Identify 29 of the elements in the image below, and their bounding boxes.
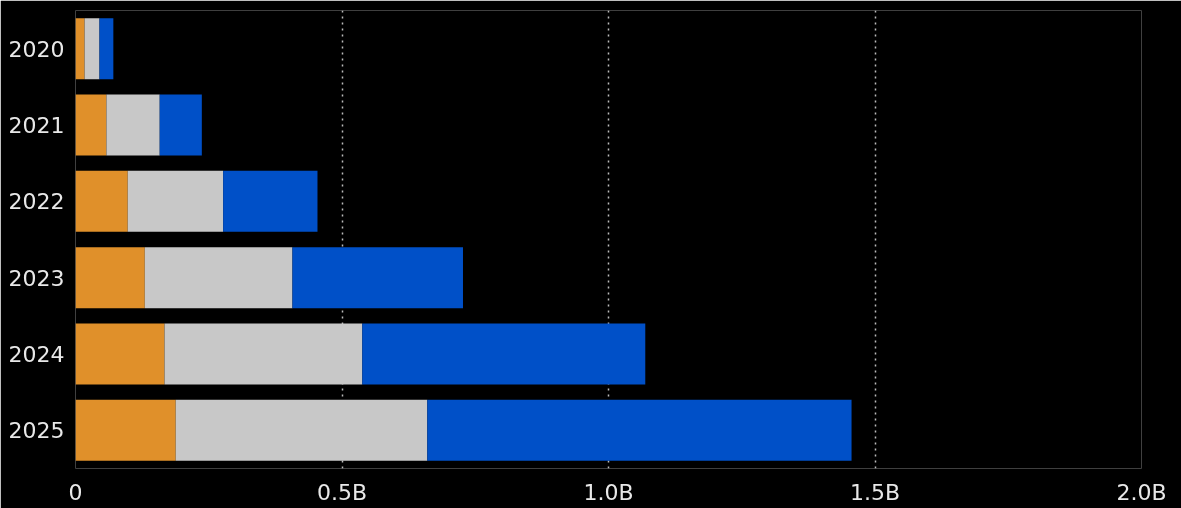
bar xyxy=(75,18,85,80)
x-tick-label: 1.5B xyxy=(849,479,901,505)
y-tick-label: 2022 xyxy=(8,189,65,215)
y-tick-label: 2023 xyxy=(8,265,65,291)
bar xyxy=(75,170,128,232)
bar xyxy=(164,323,363,385)
bar xyxy=(75,399,176,461)
bar xyxy=(75,94,107,156)
bar xyxy=(75,323,165,385)
bar xyxy=(84,18,100,80)
y-tick-label: 2020 xyxy=(8,36,65,62)
x-tick-label: 0 xyxy=(68,479,83,505)
bar xyxy=(362,323,646,385)
bar xyxy=(106,94,160,156)
x-tick-label: 2.0B xyxy=(1116,479,1167,505)
x-tick-label: 1.0B xyxy=(583,479,634,505)
bar xyxy=(175,399,428,461)
bar xyxy=(99,18,114,80)
y-tick-label: 2025 xyxy=(8,418,65,444)
bar xyxy=(144,247,293,309)
y-tick-label: 2021 xyxy=(8,113,65,138)
bar xyxy=(223,170,318,232)
bar xyxy=(292,247,463,309)
bar xyxy=(75,247,145,309)
bar xyxy=(159,94,202,156)
bar xyxy=(127,170,224,232)
y-tick-label: 2024 xyxy=(8,342,65,367)
x-tick-label: 0.5B xyxy=(316,479,368,505)
bar xyxy=(427,399,852,461)
